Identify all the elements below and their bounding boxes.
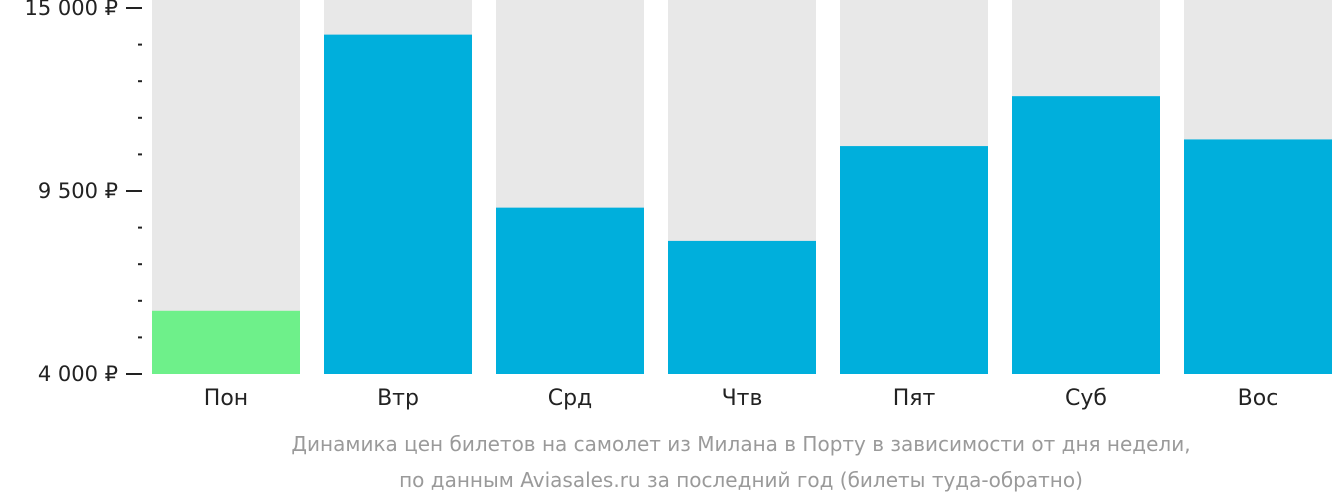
y-axis: 15 000 ₽ 9 500 ₽ 4 000 ₽ bbox=[24, 0, 142, 386]
bar[interactable] bbox=[496, 207, 644, 374]
x-tick-label: Пят bbox=[893, 386, 936, 411]
bar[interactable] bbox=[324, 34, 472, 374]
x-tick-label: Суб bbox=[1065, 386, 1107, 411]
x-tick-label: Вос bbox=[1238, 386, 1279, 411]
bar[interactable] bbox=[840, 146, 988, 374]
y-tick-label: 9 500 ₽ bbox=[38, 179, 118, 203]
y-tick-label: 4 000 ₽ bbox=[38, 362, 118, 386]
x-tick-label: Пон bbox=[204, 386, 248, 411]
bar[interactable] bbox=[152, 310, 300, 374]
x-axis: Пон Втр Срд Чтв Пят Суб Вос bbox=[204, 386, 1279, 411]
bars bbox=[152, 34, 1332, 374]
price-by-weekday-chart: 15 000 ₽ 9 500 ₽ 4 000 ₽ Пон Втр Срд Чтв Пят Су… bbox=[24, 0, 1332, 411]
x-tick-label: Втр bbox=[377, 386, 419, 411]
chart-caption-line-1: Динамика цен билетов на самолет из Милан… bbox=[291, 432, 1191, 456]
chart-caption-line-2: по данным Aviasales.ru за последний год … bbox=[399, 468, 1083, 492]
x-tick-label: Чтв bbox=[722, 386, 763, 411]
y-tick-label: 15 000 ₽ bbox=[24, 0, 118, 20]
bar[interactable] bbox=[1012, 96, 1160, 374]
x-tick-label: Срд bbox=[548, 386, 593, 411]
bar[interactable] bbox=[1184, 139, 1332, 374]
bar[interactable] bbox=[668, 240, 816, 374]
